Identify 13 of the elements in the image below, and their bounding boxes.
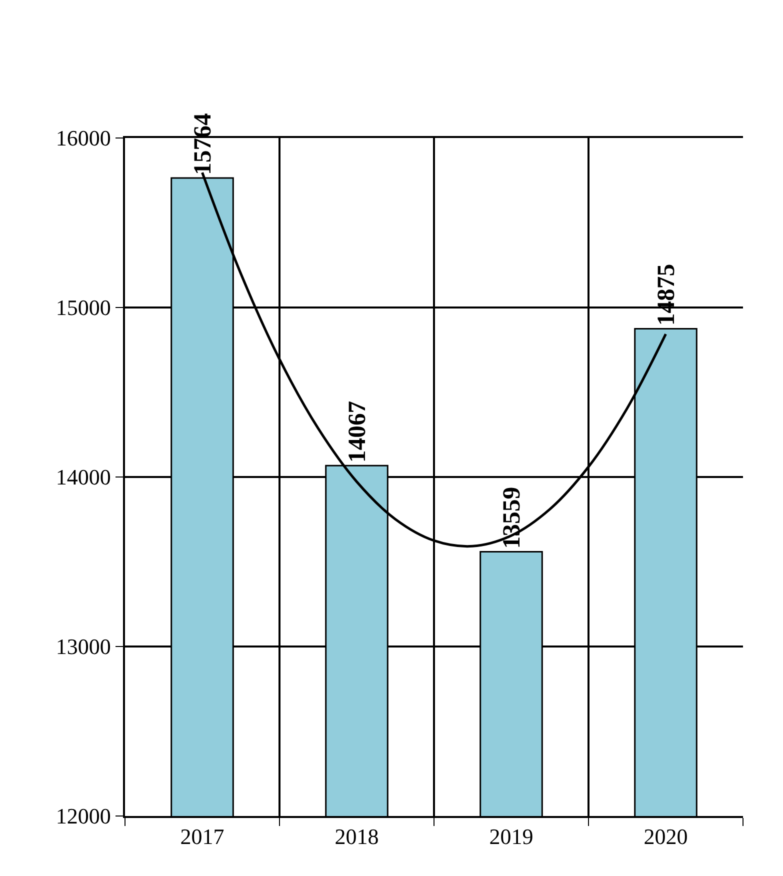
- data-label: 13559: [498, 486, 526, 549]
- x-tick-label: 2018: [334, 824, 379, 850]
- y-tick-label: 12000: [56, 804, 111, 829]
- x-tick-label: 2020: [644, 824, 688, 850]
- y-tick-label: 14000: [56, 464, 111, 490]
- x-tick-label: 2017: [180, 824, 224, 850]
- y-tick-label: 16000: [56, 126, 111, 151]
- data-label: 15764: [189, 113, 216, 175]
- y-tick-label: 13000: [56, 634, 111, 660]
- data-label: 14875: [652, 264, 680, 326]
- data-label: 14067: [344, 400, 371, 463]
- x-tick-label: 2019: [489, 824, 534, 850]
- y-tick-label: 15000: [56, 295, 111, 320]
